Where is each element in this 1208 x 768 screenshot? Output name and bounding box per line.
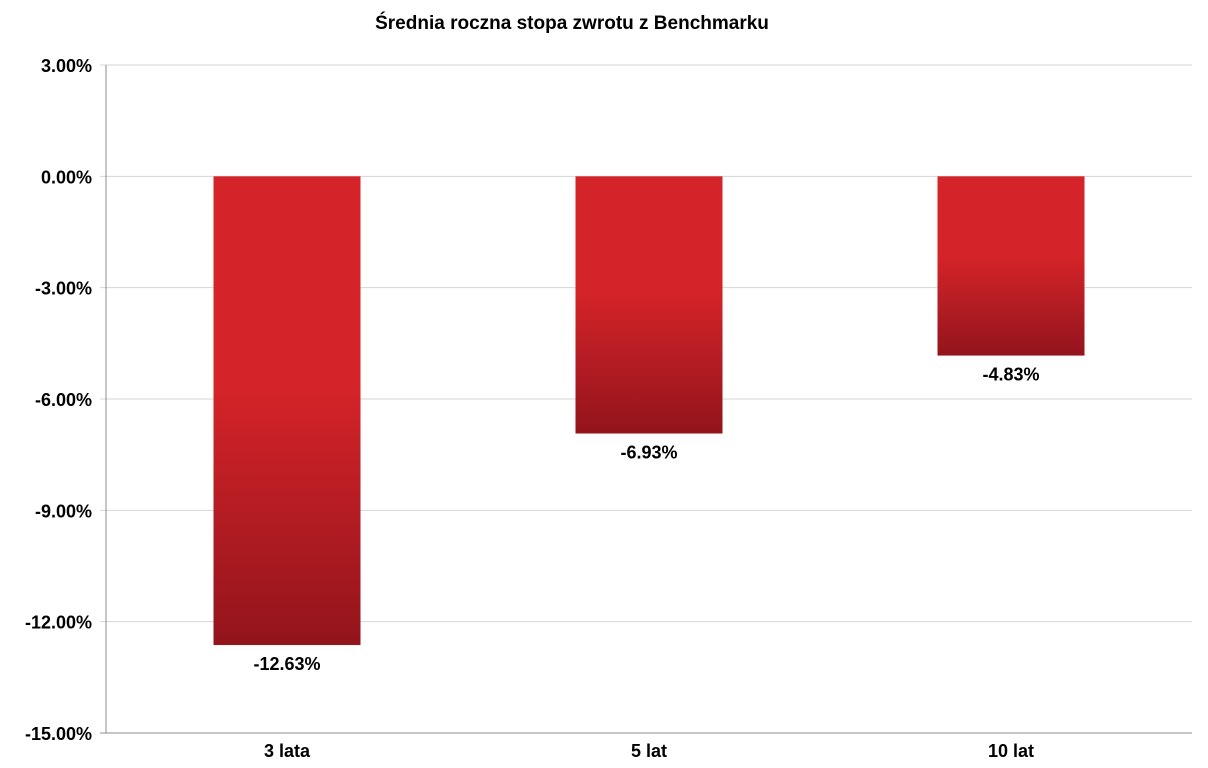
x-category-label: 5 lat [631, 741, 667, 761]
y-tick-label: -12.00% [25, 613, 92, 633]
x-axis-category-labels: 3 lata 5 lat 10 lat [264, 741, 1034, 761]
x-category-label: 3 lata [264, 741, 311, 761]
bar [575, 176, 723, 434]
y-tick-label: -9.00% [35, 501, 92, 521]
bars [213, 176, 1085, 646]
y-tick-label: 3.00% [41, 56, 92, 76]
bar [937, 176, 1085, 356]
bar [213, 176, 361, 646]
x-category-label: 10 lat [988, 741, 1034, 761]
data-labels: -12.63% -6.93% -4.83% [253, 365, 1039, 674]
data-label: -6.93% [620, 443, 677, 463]
y-axis-tick-labels: 3.00% 0.00% -3.00% -6.00% -9.00% -12.00% -15.0… [25, 56, 92, 744]
y-tick-label: -6.00% [35, 390, 92, 410]
y-tick-label: -3.00% [35, 279, 92, 299]
data-label: -4.83% [982, 365, 1039, 385]
chart-title: Średnia roczna stopa zwrotu z Benchmarku [375, 12, 769, 34]
data-label: -12.63% [253, 654, 320, 674]
y-tick-label: -15.00% [25, 724, 92, 744]
y-tick-label: 0.00% [41, 167, 92, 187]
